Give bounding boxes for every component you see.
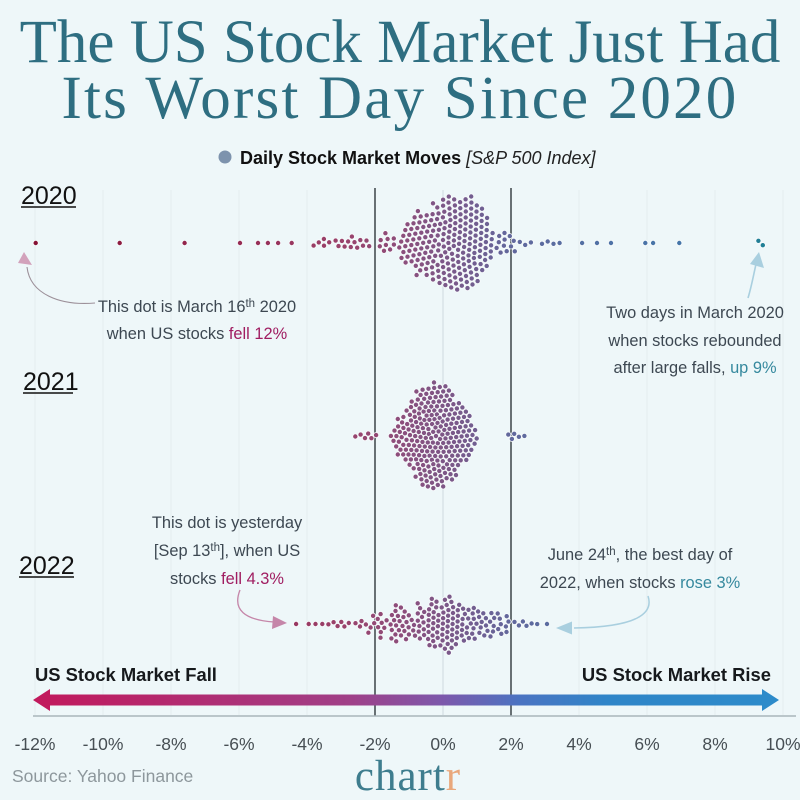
svg-text:after large falls, up 9%: after large falls, up 9% [613, 359, 776, 377]
svg-text:US Stock Market Fall: US Stock Market Fall [35, 664, 217, 685]
svg-text:when US stocks fell 12%: when US stocks fell 12% [106, 325, 287, 343]
svg-text:stocks fell 4.3%: stocks fell 4.3% [170, 570, 284, 588]
svg-text:10%: 10% [765, 734, 800, 754]
svg-text:This dot is yesterday: This dot is yesterday [152, 514, 303, 532]
svg-text:US Stock Market Rise: US Stock Market Rise [582, 664, 771, 685]
svg-text:-6%: -6% [223, 734, 254, 754]
svg-text:-2%: -2% [359, 734, 390, 754]
svg-text:2022: 2022 [19, 552, 75, 580]
svg-text:2%: 2% [498, 734, 523, 754]
svg-text:6%: 6% [634, 734, 659, 754]
svg-text:-12%: -12% [15, 734, 56, 754]
svg-text:Daily Stock Market Moves [S&P: Daily Stock Market Moves [S&P 500 Index] [240, 148, 597, 168]
svg-text:2021: 2021 [23, 368, 79, 396]
svg-text:2022, when stocks rose 3%: 2022, when stocks rose 3% [540, 574, 740, 592]
svg-text:2020: 2020 [21, 182, 77, 210]
svg-text:June 24th, the best day of: June 24th, the best day of [548, 546, 733, 564]
svg-text:Two days in March 2020: Two days in March 2020 [606, 304, 784, 322]
svg-text:The US Stock Market Just Had: The US Stock Market Just Had [20, 9, 781, 76]
svg-text:This dot is March 16th 2020: This dot is March 16th 2020 [98, 298, 296, 316]
svg-text:Its Worst Day Since 2020: Its Worst Day Since 2020 [61, 65, 738, 132]
svg-text:[Sep 13th], when US: [Sep 13th], when US [154, 542, 300, 560]
svg-text:4%: 4% [566, 734, 591, 754]
svg-text:chartr: chartr [355, 753, 461, 800]
svg-text:-4%: -4% [291, 734, 322, 754]
svg-text:-8%: -8% [155, 734, 186, 754]
svg-text:-10%: -10% [83, 734, 124, 754]
svg-text:0%: 0% [430, 734, 455, 754]
svg-text:Source: Yahoo Finance: Source: Yahoo Finance [12, 766, 193, 786]
svg-text:when stocks rebounded: when stocks rebounded [607, 332, 781, 350]
svg-text:8%: 8% [702, 734, 727, 754]
